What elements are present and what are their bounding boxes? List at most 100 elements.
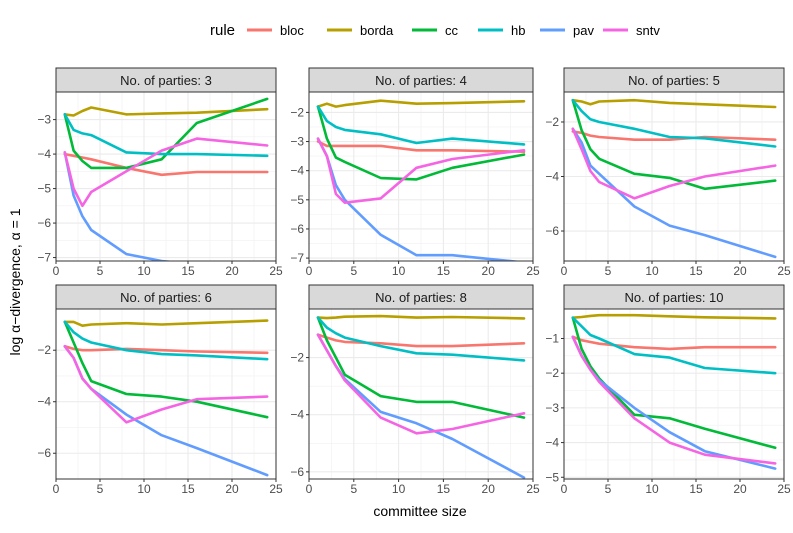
y-tick-label: −2 (290, 351, 304, 365)
x-tick-label: 20 (225, 264, 239, 278)
panel-title: No. of parties: 6 (120, 290, 212, 305)
y-tick-label: −2 (37, 343, 51, 357)
y-tick-label: −5 (545, 470, 559, 484)
x-tick-label: 25 (526, 482, 540, 496)
x-tick-label: 0 (53, 482, 60, 496)
x-tick-label: 0 (53, 264, 60, 278)
y-tick-label: −6 (290, 465, 304, 479)
panel-6: No. of parties: 10 0 5 10 15 20 25 −1 −2 −3 −4 −5 (545, 284, 791, 496)
legend-label-bloc: bloc (280, 23, 304, 38)
panel-title: No. of parties: 4 (375, 73, 467, 88)
x-tick-label: 5 (97, 264, 104, 278)
series-line-sntv (63, 137, 269, 208)
x-tick-label: 10 (137, 482, 151, 496)
panel-border (563, 91, 785, 262)
panel-strip (563, 284, 785, 310)
series-line-hb (316, 105, 526, 146)
series-line-borda (571, 98, 777, 109)
panel-border (563, 308, 785, 480)
panel-border (55, 308, 277, 480)
legend-title: rule (210, 22, 235, 39)
x-tick-label: 10 (645, 264, 659, 278)
y-tick-label: −7 (37, 251, 51, 265)
x-tick-label: 10 (137, 264, 151, 278)
series-line-sntv (316, 333, 526, 435)
y-tick-label: −5 (37, 182, 51, 196)
panel-title: No. of parties: 8 (375, 290, 467, 305)
y-tick-label: −4 (545, 436, 559, 450)
x-tick-label: 25 (269, 264, 283, 278)
series-line-bloc (63, 152, 269, 177)
series-line-borda (63, 319, 269, 328)
x-tick-label: 15 (689, 482, 703, 496)
y-tick-label: −3 (290, 135, 304, 149)
y-axis-label: log α−divergence, α = 1 (7, 208, 23, 355)
x-tick-label: 10 (645, 482, 659, 496)
series-line-borda (571, 313, 777, 320)
series-line-hb (571, 316, 777, 375)
series-line-hb (63, 320, 269, 361)
panel-border (55, 91, 277, 262)
panel-4: No. of parties: 6 0 5 10 15 20 25 −2 −4 −6 (37, 284, 283, 496)
y-tick-label: −7 (290, 251, 304, 265)
series-line-sntv (316, 137, 526, 204)
y-tick-label: −4 (37, 147, 51, 161)
y-tick-label: −4 (37, 395, 51, 409)
series-line-hb (571, 98, 777, 148)
series-line-sntv (571, 127, 777, 200)
series-line-pav (63, 151, 176, 261)
y-tick-label: −6 (37, 216, 51, 230)
y-tick-label: −5 (290, 193, 304, 207)
series-line-borda (63, 106, 269, 117)
facet-panels: No. of parties: 3 0 5 10 15 20 25 −3 −4 −5 −6 −7 No.… (37, 67, 791, 496)
series-line-hb (63, 113, 269, 158)
panel-title: No. of parties: 5 (628, 73, 720, 88)
x-tick-label: 20 (733, 482, 747, 496)
x-tick-label: 25 (777, 482, 791, 496)
panel-border (308, 308, 534, 480)
series-line-cc (571, 98, 777, 191)
x-tick-label: 5 (350, 482, 357, 496)
x-tick-label: 15 (437, 264, 451, 278)
x-tick-label: 20 (733, 264, 747, 278)
x-tick-label: 20 (482, 482, 496, 496)
x-tick-label: 25 (269, 482, 283, 496)
panel-strip (563, 67, 785, 93)
legend-label-sntv: sntv (636, 23, 660, 38)
x-tick-label: 15 (181, 264, 195, 278)
series-line-sntv (571, 335, 777, 465)
panel-3: No. of parties: 5 0 5 10 15 20 25 −2 −4 −6 (545, 67, 791, 278)
x-tick-label: 0 (561, 264, 568, 278)
x-tick-label: 0 (306, 482, 313, 496)
x-tick-label: 25 (526, 264, 540, 278)
series-line-sntv (63, 344, 269, 424)
series-line-cc (316, 105, 526, 181)
series-line-cc (571, 316, 777, 450)
y-tick-label: −6 (37, 446, 51, 460)
series-line-hb (316, 316, 526, 362)
x-tick-label: 5 (350, 264, 357, 278)
y-tick-label: −6 (545, 224, 559, 238)
panel-strip (55, 284, 277, 310)
y-tick-label: −3 (545, 401, 559, 415)
x-tick-label: 15 (181, 482, 195, 496)
y-tick-label: −4 (290, 164, 304, 178)
series-line-borda (316, 99, 526, 108)
panel-title: No. of parties: 3 (120, 73, 212, 88)
legend-label-hb: hb (511, 23, 525, 38)
y-tick-label: −4 (545, 170, 559, 184)
x-tick-label: 5 (605, 264, 612, 278)
series-line-bloc (316, 140, 526, 153)
x-tick-label: 25 (777, 264, 791, 278)
legend-label-pav: pav (573, 23, 594, 38)
panel-strip (308, 284, 534, 310)
x-tick-label: 10 (392, 264, 406, 278)
legend: rule bloc borda cc hb pav sntv (210, 22, 660, 39)
panel-1: No. of parties: 3 0 5 10 15 20 25 −3 −4 −5 −6 −7 (37, 67, 283, 278)
y-tick-label: −1 (545, 331, 559, 345)
x-axis-label: committee size (373, 503, 467, 519)
x-tick-label: 20 (482, 264, 496, 278)
x-tick-label: 0 (306, 264, 313, 278)
y-tick-label: −2 (545, 115, 559, 129)
